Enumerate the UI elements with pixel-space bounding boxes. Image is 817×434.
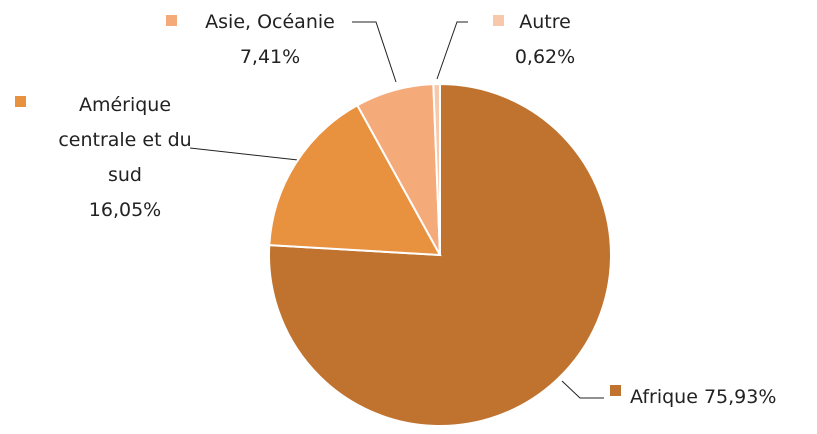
leader-line (436, 21, 468, 80)
category-label: Autre (519, 11, 571, 33)
leader-line (189, 147, 299, 161)
category-label: Asie, Océanie (205, 11, 335, 33)
data-label: Amérique centrale et du sud 16,05% (45, 88, 205, 228)
legend-swatch (610, 385, 621, 396)
leader-line (561, 380, 604, 399)
legend-swatch (15, 96, 26, 107)
value-label: 75,93% (703, 386, 777, 408)
legend-swatch (493, 15, 504, 26)
leader-line (352, 21, 397, 83)
value-label: 16,05% (88, 199, 162, 221)
value-label: 7,41% (239, 46, 301, 68)
pie-slice (432, 82, 441, 256)
category-label: Amérique centrale et du sud (58, 94, 192, 186)
data-label: Autre 0,62% (500, 5, 590, 75)
data-label: Asie, Océanie 7,41% (180, 5, 360, 75)
category-label: Afrique (630, 386, 698, 408)
legend-swatch (166, 15, 177, 26)
data-label: Afrique 75,93% (630, 380, 776, 415)
pie-slice (268, 82, 612, 427)
value-label: 0,62% (514, 46, 576, 68)
pie-slice (268, 103, 442, 257)
